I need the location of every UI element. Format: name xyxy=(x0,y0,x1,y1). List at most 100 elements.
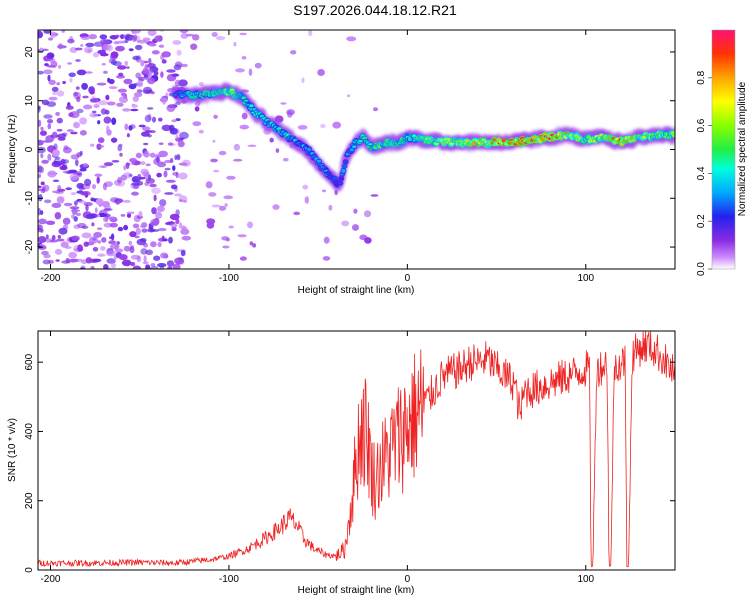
noise-speckle xyxy=(150,263,156,267)
noise-speckle xyxy=(226,175,236,180)
spectrogram-y-tick-label: -20 xyxy=(24,239,35,254)
noise-speckle xyxy=(77,200,87,204)
noise-speckle xyxy=(47,170,57,178)
noise-speckle xyxy=(46,52,55,59)
noise-speckle xyxy=(97,120,101,125)
noise-speckle xyxy=(178,162,188,166)
noise-speckle xyxy=(173,171,176,176)
noise-speckle xyxy=(249,241,253,246)
noise-speckle xyxy=(218,205,227,211)
noise-speckle xyxy=(156,172,162,178)
noise-speckle xyxy=(332,121,342,129)
noise-speckle xyxy=(107,216,117,220)
noise-speckle xyxy=(117,176,122,184)
noise-speckle xyxy=(205,181,213,189)
noise-speckle xyxy=(97,253,106,257)
noise-speckle xyxy=(123,78,133,85)
noise-speckle xyxy=(233,42,237,47)
noise-speckle xyxy=(47,74,51,82)
noise-speckle xyxy=(241,56,247,60)
noise-speckle xyxy=(160,54,165,61)
noise-speckle xyxy=(269,137,274,143)
colorbar-frame xyxy=(711,29,736,270)
noise-speckle xyxy=(157,263,167,268)
snr-frame xyxy=(37,330,676,571)
noise-speckle xyxy=(166,104,176,112)
noise-speckle xyxy=(346,94,351,98)
noise-speckle xyxy=(117,88,127,93)
noise-speckle xyxy=(69,111,80,119)
noise-speckle xyxy=(135,227,141,235)
noise-speckle xyxy=(130,261,136,267)
noise-speckle xyxy=(79,150,83,156)
noise-speckle xyxy=(71,214,76,219)
noise-speckle xyxy=(323,236,330,244)
ridge-core xyxy=(339,177,344,180)
noise-speckle xyxy=(82,95,89,99)
noise-speckle xyxy=(136,80,144,88)
noise-speckle xyxy=(239,256,247,261)
noise-speckle xyxy=(82,163,89,167)
noise-speckle xyxy=(158,227,167,232)
snr-x-tick-label: -100 xyxy=(219,574,239,585)
noise-speckle xyxy=(176,49,182,56)
noise-speckle xyxy=(320,123,326,129)
snr-x-ticks: -200 -100 0 100 xyxy=(40,331,595,585)
noise-speckle xyxy=(363,210,372,218)
noise-speckle xyxy=(57,43,63,50)
noise-speckle xyxy=(373,107,378,112)
noise-speckle xyxy=(54,212,62,220)
noise-speckle xyxy=(67,38,75,44)
colorbar-tick-label: 0.0 xyxy=(696,262,707,276)
noise-speckle xyxy=(126,66,130,69)
noise-speckle xyxy=(106,258,116,264)
noise-speckle xyxy=(38,227,44,233)
noise-speckle xyxy=(39,210,44,216)
noise-speckle xyxy=(304,196,309,204)
noise-speckle xyxy=(128,83,137,90)
spectrogram-y-ticks: 20 10 0 -10 -20 xyxy=(24,46,675,254)
noise-speckle xyxy=(132,55,140,61)
noise-speckle xyxy=(60,241,69,248)
noise-speckle xyxy=(174,154,178,161)
noise-speckle xyxy=(131,191,139,196)
noise-speckle xyxy=(81,82,88,90)
noise-speckle xyxy=(100,246,106,251)
noise-speckle xyxy=(47,153,52,161)
noise-speckle xyxy=(146,107,154,110)
noise-speckle xyxy=(61,30,65,33)
noise-speckle xyxy=(144,114,152,123)
noise-speckle xyxy=(140,60,144,67)
noise-speckle xyxy=(153,70,159,76)
noise-speckle xyxy=(158,44,165,48)
ridge-core xyxy=(343,160,348,164)
noise-speckle xyxy=(52,149,60,157)
noise-speckle xyxy=(116,102,124,107)
noise-speckle xyxy=(142,37,151,42)
noise-speckle xyxy=(145,264,150,268)
noise-speckle xyxy=(41,48,49,51)
noise-speckle xyxy=(151,187,161,194)
noise-speckle xyxy=(136,255,142,263)
noise-speckle xyxy=(239,32,247,36)
noise-speckle xyxy=(119,152,123,157)
noise-speckle xyxy=(222,245,230,249)
noise-speckle xyxy=(158,150,169,158)
noise-speckle xyxy=(153,194,157,202)
noise-speckle xyxy=(51,86,59,92)
noise-speckle xyxy=(100,165,107,168)
noise-speckle xyxy=(80,44,84,47)
noise-speckle xyxy=(97,240,102,244)
spectrogram-y-tick-label: 0 xyxy=(24,146,35,152)
noise-speckle xyxy=(185,33,194,37)
noise-speckle xyxy=(62,80,66,85)
noise-speckle xyxy=(79,117,88,125)
noise-speckle xyxy=(137,39,147,44)
ridge-core xyxy=(642,135,647,139)
noise-speckle xyxy=(43,114,53,119)
noise-speckle xyxy=(49,239,59,243)
noise-speckle xyxy=(106,250,116,257)
noise-speckle xyxy=(51,92,58,95)
noise-speckle xyxy=(218,150,227,156)
